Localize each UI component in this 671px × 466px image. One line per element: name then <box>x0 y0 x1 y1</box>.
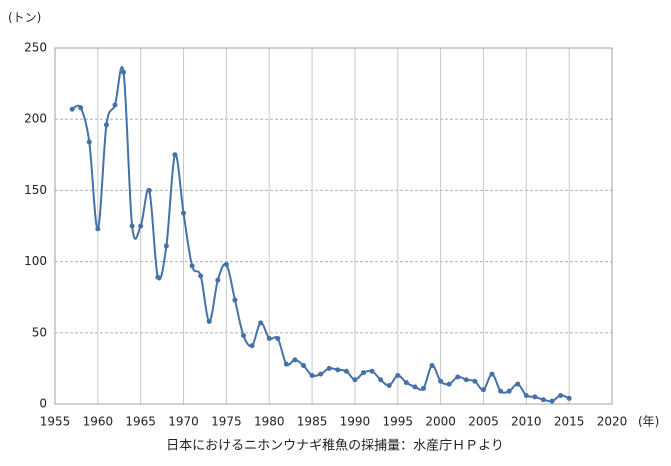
data-point <box>69 106 75 112</box>
x-tick-label: 2020 <box>597 415 628 429</box>
data-point <box>549 398 555 404</box>
data-point <box>292 357 298 363</box>
y-tick-label: 150 <box>24 183 47 197</box>
data-point <box>241 333 247 339</box>
data-point <box>318 371 324 377</box>
data-point <box>472 378 478 384</box>
data-point <box>266 335 272 341</box>
plot-frame <box>54 47 613 405</box>
y-tick-label: 0 <box>39 397 47 411</box>
data-point <box>326 365 332 371</box>
data-point <box>463 377 469 383</box>
data-point <box>189 263 195 269</box>
data-point <box>95 226 101 232</box>
data-point <box>566 395 572 401</box>
x-tick-label: 2005 <box>468 415 499 429</box>
data-point <box>249 343 255 349</box>
data-point <box>369 368 375 374</box>
data-point <box>138 223 144 229</box>
data-point <box>532 394 538 400</box>
data-point <box>412 384 418 390</box>
x-tick-label: 1965 <box>125 415 156 429</box>
data-point <box>352 377 358 383</box>
caption: 日本におけるニホンウナギ稚魚の採捕量：水産庁ＨＰより <box>166 438 504 454</box>
x-tick-label: 1995 <box>382 415 413 429</box>
x-tick-label: 2015 <box>554 415 585 429</box>
data-point <box>446 381 452 387</box>
data-point <box>429 363 435 369</box>
x-tick-label: 1990 <box>340 415 371 429</box>
data-point <box>146 187 152 193</box>
data-point <box>438 378 444 384</box>
data-point <box>515 381 521 387</box>
data-point <box>455 374 461 380</box>
y-axis-label: (トン) <box>8 11 41 25</box>
data-point <box>343 368 349 374</box>
data-point <box>403 380 409 386</box>
data-point <box>112 102 118 108</box>
y-tick-label: 250 <box>24 41 47 55</box>
data-point <box>335 367 341 373</box>
x-tick-label: 1970 <box>168 415 199 429</box>
data-point <box>558 392 564 398</box>
y-tick-label: 50 <box>32 325 47 339</box>
data-point <box>258 320 264 326</box>
data-point <box>163 243 169 249</box>
data-point <box>129 223 135 229</box>
data-point <box>206 318 212 324</box>
data-point <box>395 373 401 379</box>
data-point <box>378 377 384 383</box>
x-tick-label: 1960 <box>83 415 114 429</box>
x-tick-label: 2000 <box>425 415 456 429</box>
data-point <box>198 273 204 279</box>
data-point <box>181 210 187 216</box>
x-axis-label: (年) <box>638 415 659 429</box>
y-tick-label: 100 <box>24 254 47 268</box>
data-line <box>71 66 570 403</box>
y-tick-label: 200 <box>24 112 47 126</box>
data-point <box>78 105 84 111</box>
data-point <box>121 69 127 75</box>
data-point <box>283 361 289 367</box>
data-point <box>523 392 529 398</box>
data-point <box>172 152 178 158</box>
data-point <box>498 388 504 394</box>
x-tick-label: 1985 <box>297 415 328 429</box>
data-point <box>360 370 366 376</box>
data-point <box>232 297 238 303</box>
data-point <box>480 387 486 393</box>
x-tick-label: 1980 <box>254 415 285 429</box>
data-point <box>309 373 315 379</box>
data-point <box>301 363 307 369</box>
data-point <box>489 371 495 377</box>
data-point <box>215 277 221 283</box>
data-point <box>420 385 426 391</box>
x-tick-label: 2010 <box>511 415 542 429</box>
data-point <box>86 139 92 145</box>
data-point <box>386 382 392 388</box>
x-tick-label: 1955 <box>40 415 71 429</box>
data-point <box>506 388 512 394</box>
data-point <box>275 335 281 341</box>
data-point <box>223 261 229 267</box>
data-point <box>540 397 546 403</box>
data-point <box>103 122 109 128</box>
x-tick-label: 1975 <box>211 415 242 429</box>
data-point <box>155 274 161 280</box>
